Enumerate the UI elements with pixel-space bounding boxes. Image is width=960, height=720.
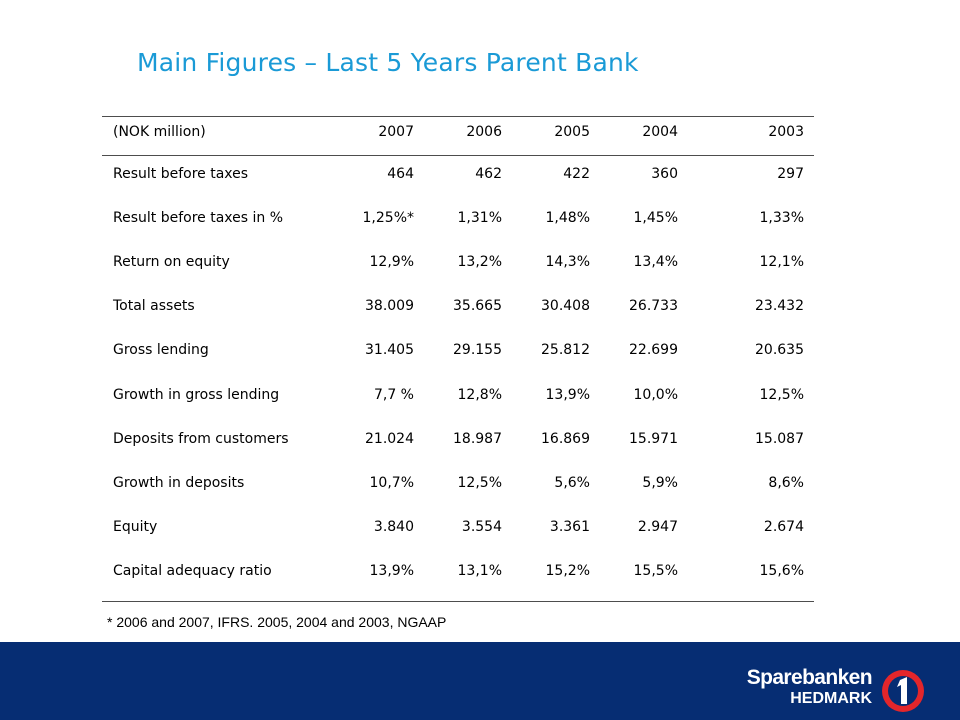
table-row: Deposits from customers 21.024 18.987 16.86…: [102, 424, 814, 454]
logo-one-icon: [882, 670, 924, 712]
row-value: 3.840: [373, 518, 414, 535]
row-label: Result before taxes: [113, 166, 249, 182]
row-value: 1,48%: [545, 210, 590, 227]
row-value: 35.665: [453, 298, 502, 315]
row-value: 25.812: [541, 342, 590, 359]
row-value: 29.155: [453, 342, 502, 359]
row-value: 8,6%: [768, 474, 804, 491]
row-value: 2.674: [763, 518, 804, 535]
row-value: 12,9%: [369, 254, 414, 271]
table-header-rule: [102, 155, 814, 156]
row-label: Return on equity: [113, 254, 230, 271]
row-label: Growth in gross lending: [113, 386, 280, 403]
row-value: 297: [777, 166, 804, 182]
row-value: 18.987: [453, 430, 502, 447]
table-header-row: (NOK million) 2007 2006 2005 2004 2003: [102, 117, 814, 147]
row-value: 464: [387, 166, 414, 182]
row-label: Equity: [113, 518, 158, 535]
row-value: 13,2%: [457, 254, 502, 271]
row-label: Growth in deposits: [113, 474, 245, 491]
row-value: 13,9%: [545, 386, 590, 403]
row-value: 13,9%: [369, 562, 414, 579]
row-label: Result before taxes in %: [113, 210, 284, 227]
row-value: 12,5%: [457, 474, 502, 491]
logo-text-line1: Sparebanken: [746, 666, 873, 689]
row-label: Deposits from customers: [113, 430, 289, 447]
header-year: 2005: [554, 124, 590, 140]
row-value: 20.635: [755, 342, 804, 359]
row-value: 5,6%: [554, 474, 590, 491]
row-value: 38.009: [365, 298, 414, 315]
row-value: 10,7%: [369, 474, 414, 491]
row-value: 1,33%: [759, 210, 804, 227]
row-value: 12,1%: [759, 254, 804, 271]
header-year: 2004: [642, 124, 678, 140]
row-value: 15.087: [755, 430, 804, 447]
row-value: 462: [475, 166, 502, 182]
logo-text-line2: HEDMARK: [790, 690, 872, 707]
row-label: Capital adequacy ratio: [113, 562, 272, 579]
row-value: 16.869: [541, 430, 590, 447]
row-value: 14,3%: [545, 254, 590, 271]
row-value: 1,31%: [457, 210, 502, 227]
row-value: 3.554: [461, 518, 502, 535]
table-row: Gross lending 31.405 29.155 25.812 22.699 20.…: [102, 335, 814, 365]
row-value: 1,45%: [633, 210, 678, 227]
row-value: 12,8%: [457, 386, 502, 403]
row-value: 30.408: [541, 298, 590, 315]
page-title: Main Figures – Last 5 Years Parent Bank: [137, 48, 639, 77]
table-row: Equity 3.840 3.554 3.361 2.947 2.674: [102, 512, 814, 542]
table-top-rule: [102, 116, 814, 117]
row-value: 23.432: [755, 298, 804, 315]
row-value: 15,6%: [759, 562, 804, 579]
table-row: Result before taxes 464 462 422 360 297: [102, 159, 814, 189]
row-label: Gross lending: [113, 342, 209, 359]
table-bottom-rule: [102, 601, 814, 602]
table-row: Total assets 38.009 35.665 30.408 26.733 23.4…: [102, 291, 814, 321]
row-value: 21.024: [365, 430, 414, 447]
row-value: 13,4%: [633, 254, 678, 271]
row-value: 15,2%: [545, 562, 590, 579]
table-row: Result before taxes in % 1,25%* 1,31% 1,48%…: [102, 203, 814, 233]
table-row: Growth in deposits 10,7% 12,5% 5,6% 5,9% 8,6%: [102, 468, 814, 498]
header-label: (NOK million): [113, 124, 206, 140]
row-value: 13,1%: [457, 562, 502, 579]
footer-bar: [0, 642, 960, 720]
row-value: 15,5%: [633, 562, 678, 579]
table-row: Capital adequacy ratio 13,9% 13,1% 15,2% 15,…: [102, 556, 814, 586]
header-year: 2006: [466, 124, 502, 140]
row-label: Total assets: [113, 298, 195, 315]
table-row: Return on equity 12,9% 13,2% 14,3% 13,4% 12,1…: [102, 247, 814, 277]
row-value: 12,5%: [759, 386, 804, 403]
row-value: 2.947: [637, 518, 678, 535]
row-value: 3.361: [549, 518, 590, 535]
header-year: 2007: [378, 124, 414, 140]
row-value: 5,9%: [642, 474, 678, 491]
table-row: Growth in gross lending 7,7 % 12,8% 13,9% 10…: [102, 380, 814, 410]
header-year: 2003: [768, 124, 804, 140]
row-value: 10,0%: [633, 386, 678, 403]
row-value: 422: [563, 166, 590, 182]
footnote: * 2006 and 2007, IFRS. 2005, 2004 and 20…: [107, 614, 447, 630]
row-value: 31.405: [365, 342, 414, 359]
row-value: 22.699: [629, 342, 678, 359]
sparebanken-logo: Sparebanken HEDMARK: [746, 666, 928, 716]
row-value: 7,7 %: [373, 386, 414, 403]
row-value: 1,25%*: [362, 210, 414, 227]
row-value: 26.733: [629, 298, 678, 315]
row-value: 15.971: [629, 430, 678, 447]
row-value: 360: [651, 166, 678, 182]
